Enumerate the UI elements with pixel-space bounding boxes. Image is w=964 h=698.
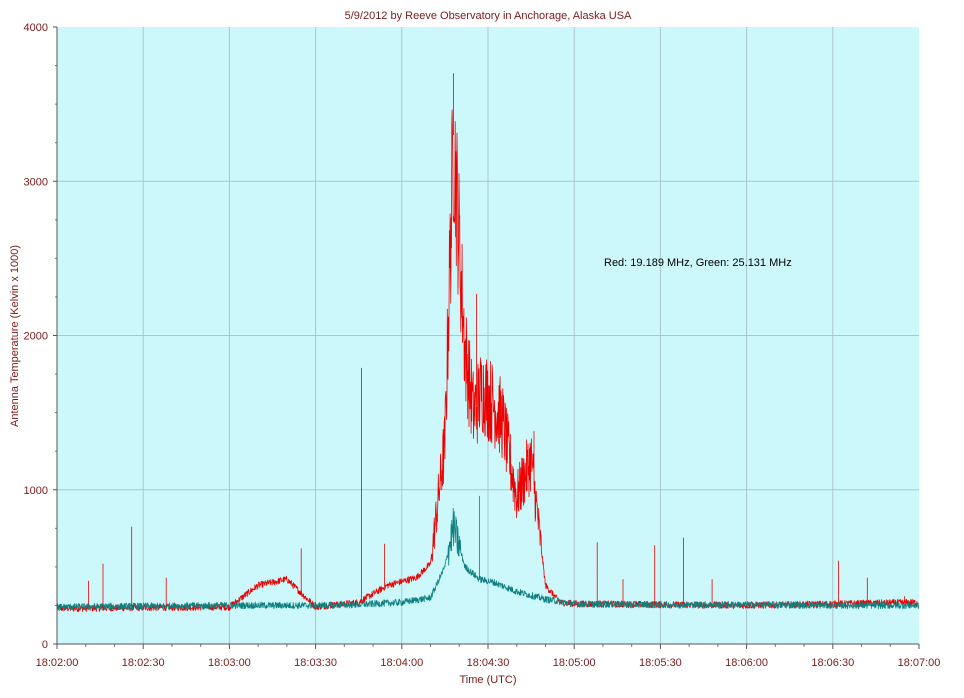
series-line-red bbox=[56, 73, 919, 613]
series-line-green bbox=[56, 495, 920, 611]
x-tick-label: 18:03:30 bbox=[294, 657, 337, 669]
y-tick-label: 4000 bbox=[24, 22, 48, 34]
y-tick-label: 1000 bbox=[24, 485, 48, 497]
x-tick-label: 18:05:00 bbox=[553, 657, 596, 669]
grid bbox=[53, 26, 920, 649]
y-tick-label: 0 bbox=[42, 639, 48, 651]
x-tick-label: 18:07:00 bbox=[898, 657, 941, 669]
x-tick-label: 18:02:30 bbox=[122, 657, 165, 669]
x-tick-label: 18:02:00 bbox=[36, 657, 79, 669]
tick-labels: 18:02:00 18:02:30 18:03:00 18:03:30 18:04:00… bbox=[24, 22, 941, 669]
x-tick-label: 18:06:00 bbox=[725, 657, 768, 669]
y-axis-label: Antenna Temperature (Kelvin x 1000) bbox=[9, 245, 21, 427]
y-tick-label: 3000 bbox=[24, 176, 48, 188]
chart-title: 5/9/2012 by Reeve Observatory in Anchora… bbox=[345, 10, 632, 22]
x-axis-label: Time (UTC) bbox=[459, 674, 516, 686]
x-tick-label: 18:04:30 bbox=[467, 657, 510, 669]
x-tick-label: 18:03:00 bbox=[208, 657, 251, 669]
legend-annotation: Red: 19.189 MHz, Green: 25.131 MHz bbox=[604, 257, 792, 269]
series-layer bbox=[56, 73, 920, 613]
axes bbox=[56, 27, 919, 645]
x-tick-label: 18:05:30 bbox=[639, 657, 682, 669]
y-tick-label: 2000 bbox=[24, 331, 48, 343]
x-tick-label: 18:04:00 bbox=[380, 657, 423, 669]
x-tick-label: 18:06:30 bbox=[811, 657, 854, 669]
